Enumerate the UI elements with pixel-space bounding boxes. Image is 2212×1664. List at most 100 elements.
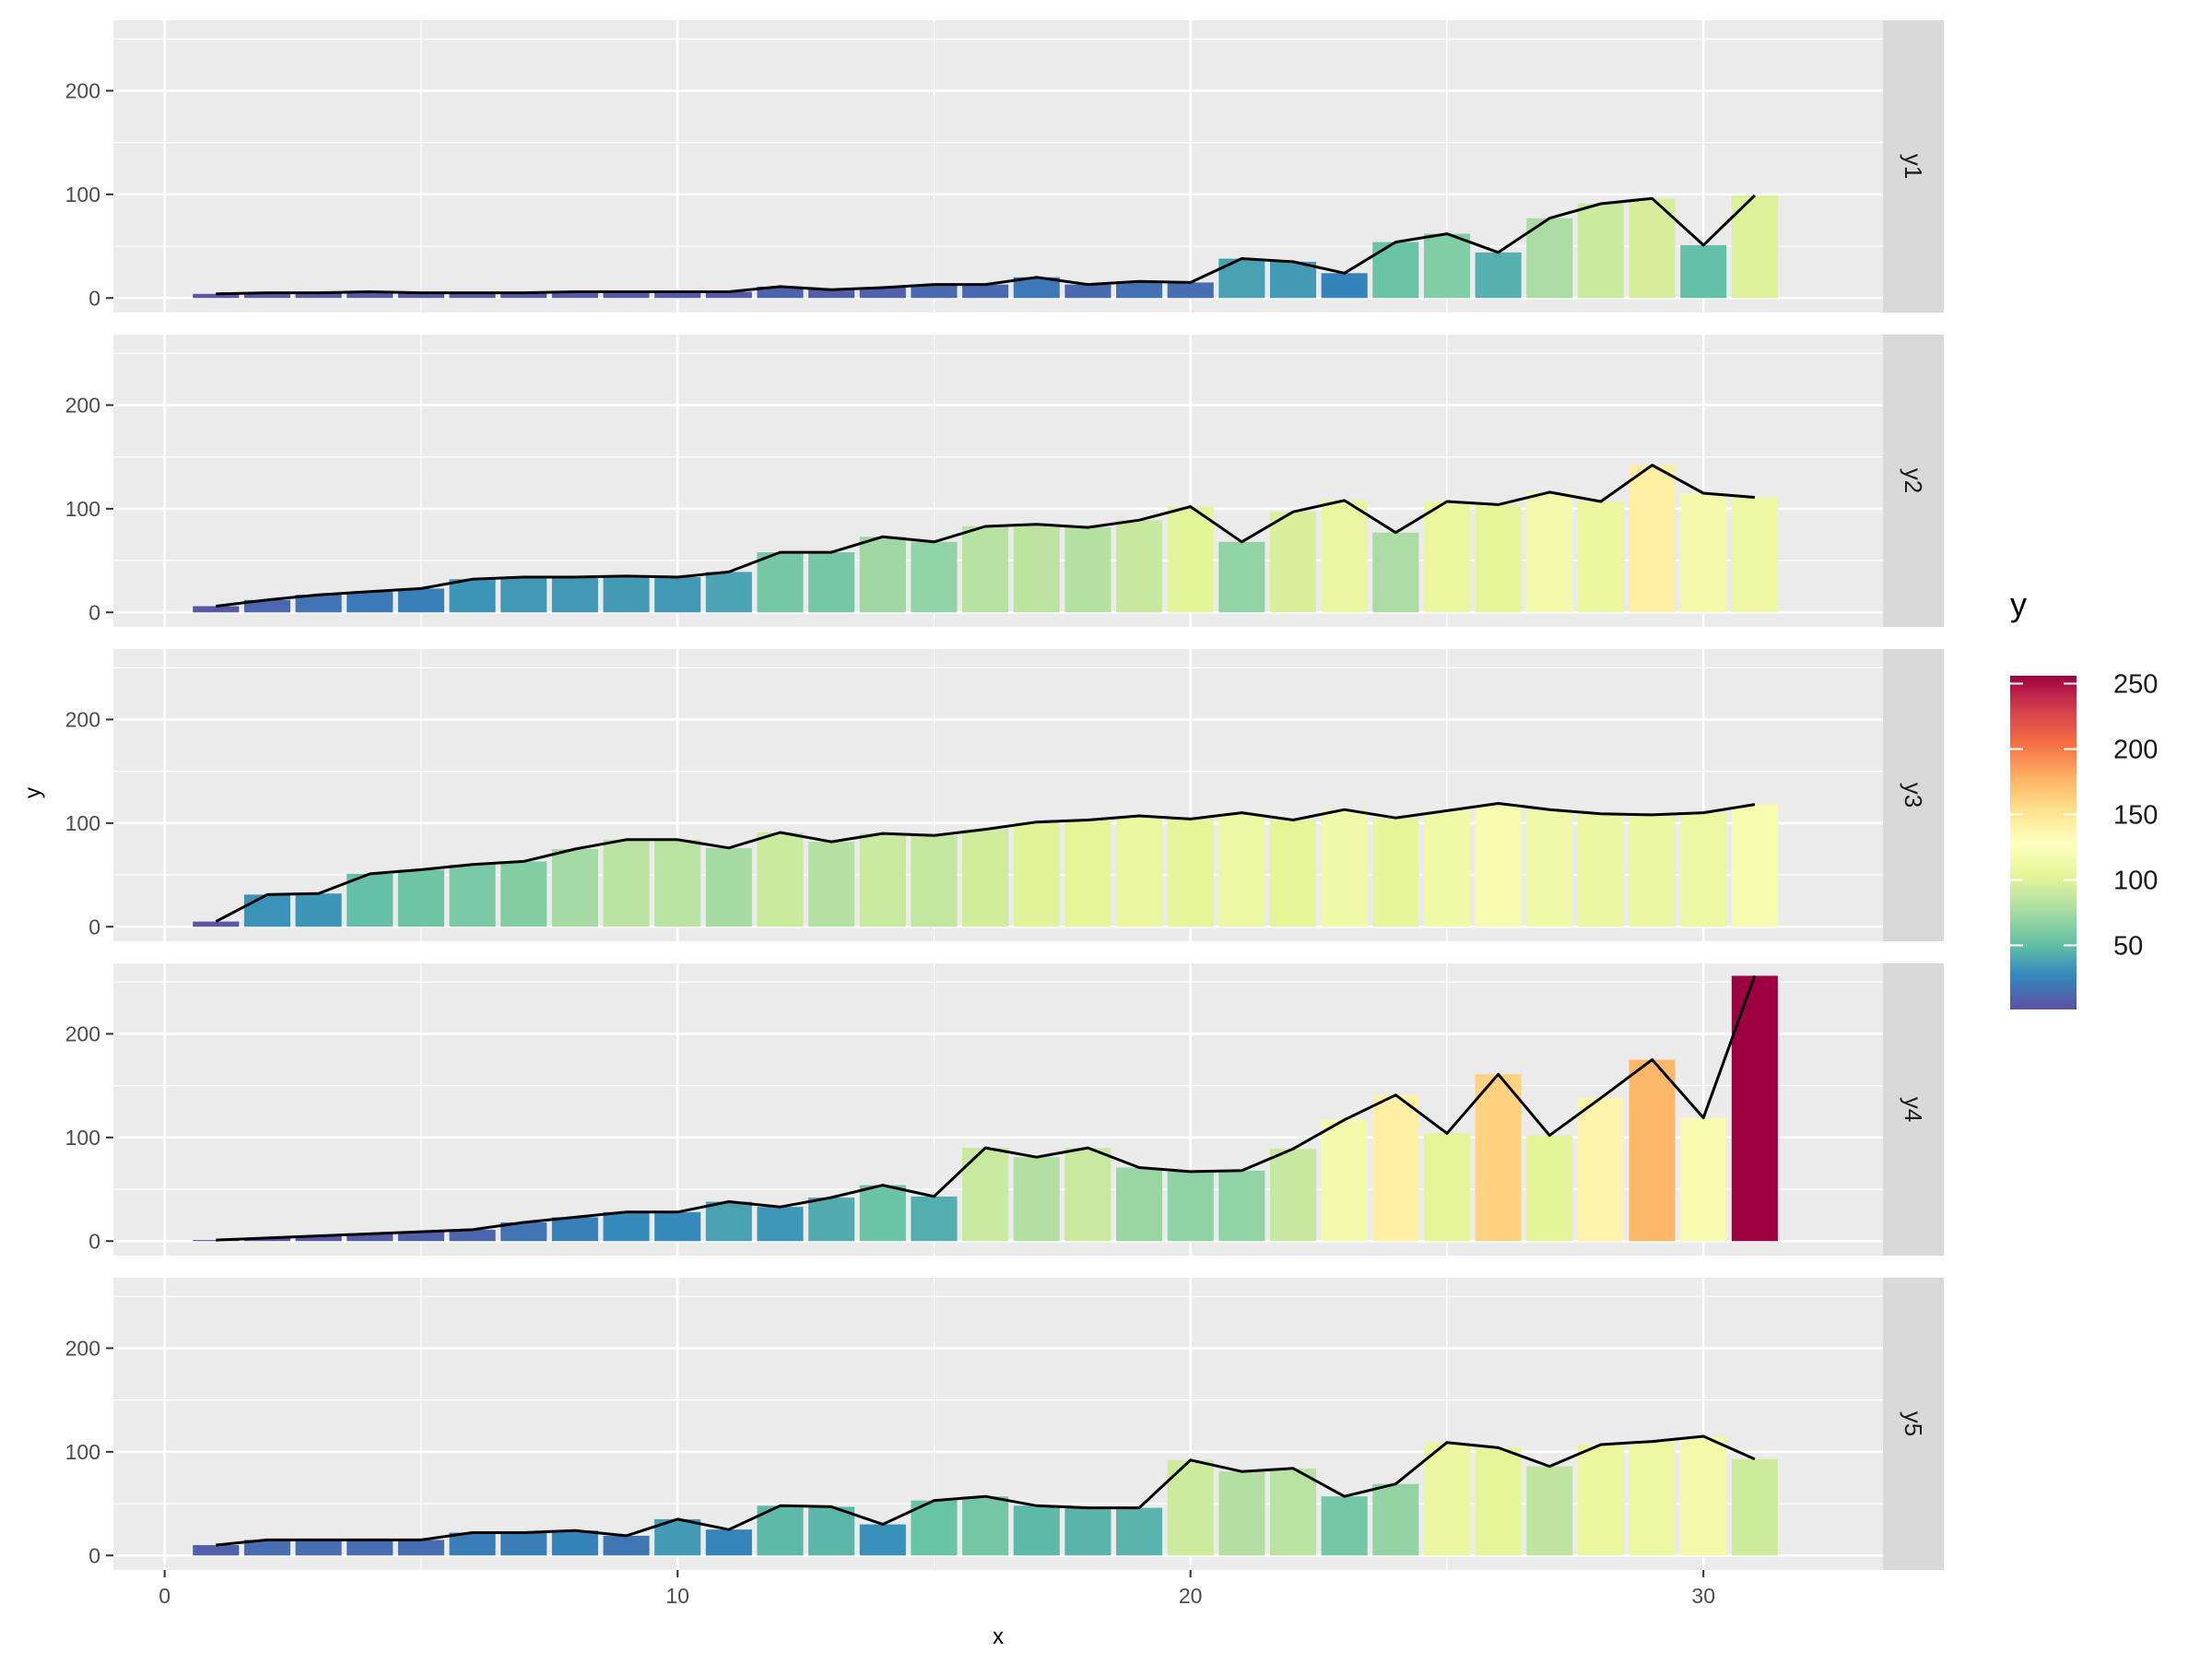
bar-y3-x16 xyxy=(962,829,1009,927)
facet-strip-label: y4 xyxy=(1900,1097,1927,1122)
y-tick-label: 200 xyxy=(65,1021,100,1045)
bar-y2-x24 xyxy=(1372,532,1419,613)
bar-y5-x5 xyxy=(397,1540,444,1556)
bar-y2-x14 xyxy=(859,537,906,613)
bar-y1-x3 xyxy=(295,292,342,299)
bar-y2-x8 xyxy=(551,577,598,613)
bar-y4-x17 xyxy=(1013,1157,1060,1242)
facet-strip-label: y1 xyxy=(1900,154,1927,179)
bar-y1-x11 xyxy=(705,291,752,299)
bar-y5-x2 xyxy=(243,1540,290,1556)
y-tick-label: 100 xyxy=(65,497,100,521)
bar-y3-x25 xyxy=(1423,810,1470,927)
bar-y4-x3 xyxy=(295,1235,342,1242)
bar-y2-x15 xyxy=(911,541,958,613)
bar-y4-x15 xyxy=(911,1196,958,1242)
bar-y4-x6 xyxy=(449,1229,496,1242)
bar-y3-x1 xyxy=(193,921,240,927)
bar-y2-x17 xyxy=(1013,524,1060,613)
bar-y4-x25 xyxy=(1423,1133,1470,1242)
facet-strip-label: y2 xyxy=(1900,468,1927,493)
facet-strip-y2 xyxy=(1883,335,1944,627)
bar-y3-x21 xyxy=(1218,812,1265,927)
legend-tick-label: 250 xyxy=(2113,670,2158,700)
bar-y2-x28 xyxy=(1577,501,1624,613)
bar-y3-x13 xyxy=(808,842,855,927)
y-tick-label: 100 xyxy=(65,1440,100,1464)
bar-y3-x10 xyxy=(654,839,701,927)
bar-y4-x12 xyxy=(757,1207,804,1242)
bar-y5-x28 xyxy=(1577,1444,1624,1556)
bar-y5-x1 xyxy=(193,1545,240,1556)
bar-y4-x28 xyxy=(1577,1098,1624,1242)
bar-y4-x29 xyxy=(1629,1059,1676,1242)
bar-y3-x6 xyxy=(449,864,496,927)
bar-y4-x20 xyxy=(1167,1171,1214,1242)
bar-y3-x15 xyxy=(911,835,958,927)
bar-y4-x9 xyxy=(603,1211,650,1242)
bar-y1-x9 xyxy=(603,291,650,299)
legend-tick-label: 100 xyxy=(2113,866,2158,895)
bar-y5-x11 xyxy=(705,1529,752,1556)
bar-y2-x7 xyxy=(500,577,547,613)
bar-y3-x28 xyxy=(1577,813,1624,927)
bar-y5-x26 xyxy=(1475,1447,1522,1556)
bar-y5-x8 xyxy=(551,1530,598,1556)
bar-y2-x19 xyxy=(1116,520,1163,613)
x-tick-label: 20 xyxy=(1179,1584,1203,1608)
bar-y2-x3 xyxy=(295,595,342,613)
y-tick-label: 200 xyxy=(65,78,100,102)
bar-y5-x25 xyxy=(1423,1442,1470,1556)
bar-y1-x8 xyxy=(551,291,598,299)
bar-y1-x25 xyxy=(1423,233,1470,299)
bar-y1-x26 xyxy=(1475,252,1522,299)
bar-y1-x28 xyxy=(1577,203,1624,299)
bar-y3-x27 xyxy=(1526,809,1573,927)
bar-y2-x25 xyxy=(1423,501,1470,613)
bar-y5-x13 xyxy=(808,1506,855,1556)
legend-tick-label: 50 xyxy=(2113,931,2143,961)
bar-y3-x22 xyxy=(1269,820,1317,927)
legend-title: y xyxy=(2010,585,2027,623)
series-line-y2 xyxy=(216,464,1756,608)
bar-y3-x29 xyxy=(1629,814,1676,927)
bar-y5-x19 xyxy=(1116,1507,1163,1556)
bar-y1-x22 xyxy=(1269,261,1317,299)
bar-y3-x7 xyxy=(500,861,547,927)
bar-y1-x4 xyxy=(347,291,394,299)
bar-y3-x19 xyxy=(1116,815,1163,927)
bar-y4-x27 xyxy=(1526,1135,1573,1242)
bar-y5-x21 xyxy=(1218,1471,1265,1556)
x-axis-title: x xyxy=(993,1624,1004,1649)
bar-y5-x9 xyxy=(603,1535,650,1556)
bar-y4-x26 xyxy=(1475,1074,1522,1242)
bar-y3-x24 xyxy=(1372,818,1419,927)
bar-y5-x31 xyxy=(1731,1458,1778,1556)
bar-y5-x16 xyxy=(962,1496,1009,1556)
y-tick-label: 0 xyxy=(88,915,100,938)
bar-y3-x14 xyxy=(859,833,906,927)
y-tick-label: 200 xyxy=(65,1336,100,1360)
bar-y4-x14 xyxy=(859,1185,906,1242)
series-line-y3 xyxy=(215,802,1756,923)
bar-y3-x26 xyxy=(1475,803,1522,927)
bar-y2-x9 xyxy=(603,575,650,613)
bar-y5-x4 xyxy=(347,1540,394,1556)
bar-y3-x20 xyxy=(1167,819,1214,927)
bar-y1-x17 xyxy=(1013,277,1060,299)
bar-y1-x13 xyxy=(808,289,855,299)
bar-y2-x12 xyxy=(757,552,804,613)
bar-y2-x16 xyxy=(962,525,1009,613)
bar-y1-x31 xyxy=(1731,195,1778,299)
bar-y4-x10 xyxy=(654,1211,701,1242)
bar-y5-x27 xyxy=(1526,1466,1573,1556)
legend-colorbar xyxy=(2010,676,2077,1009)
bar-y4-x5 xyxy=(397,1232,444,1242)
bar-y1-x10 xyxy=(654,291,701,299)
bar-y1-x14 xyxy=(859,288,906,299)
facet-strip-y1 xyxy=(1883,20,1944,313)
bar-y2-x11 xyxy=(705,572,752,613)
bar-y5-x24 xyxy=(1372,1483,1419,1556)
bar-y1-x30 xyxy=(1680,244,1727,299)
bar-y2-x20 xyxy=(1167,506,1214,613)
